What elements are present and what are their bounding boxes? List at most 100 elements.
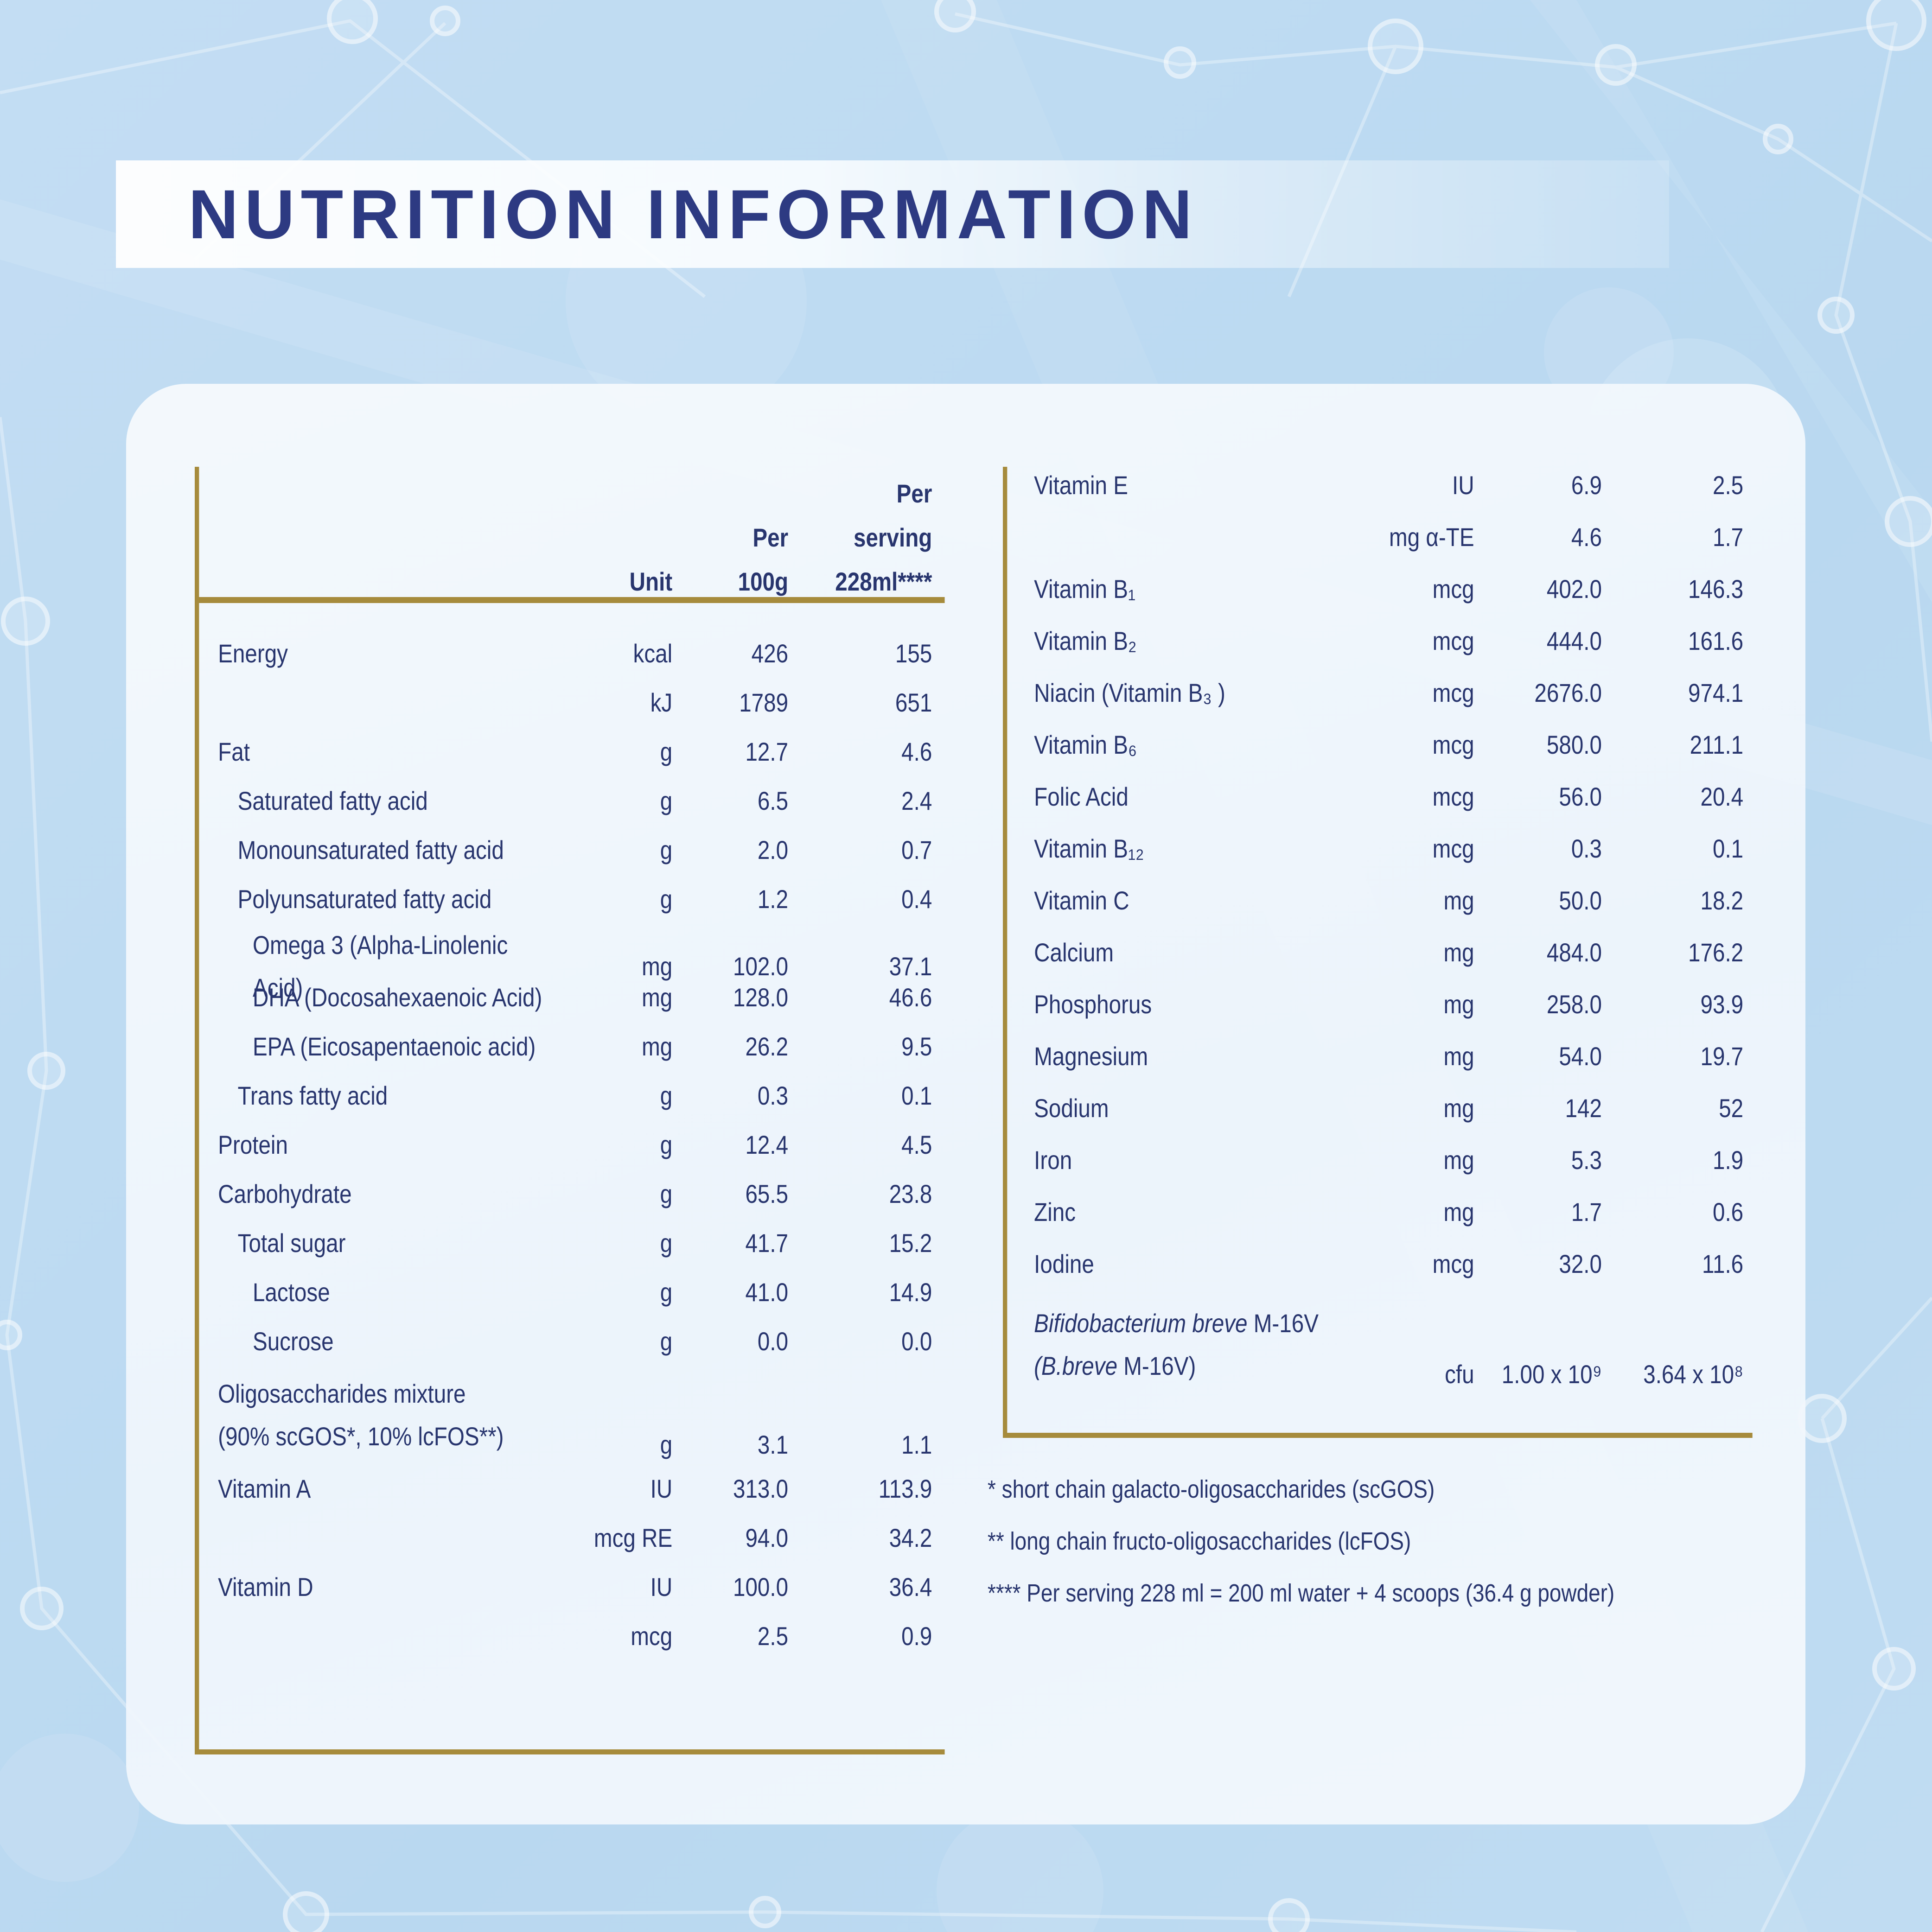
page-title: NUTRITION INFORMATION <box>188 175 1199 253</box>
unit-cell: mg <box>1443 938 1474 967</box>
table-row: mcg RE 94.0 34.2 <box>195 1513 945 1563</box>
table-header: Unit Per 100g Per serving 228ml**** <box>195 471 945 604</box>
table-row: Zinc mg 1.7 0.6 <box>1003 1186 1753 1238</box>
nutrient-label: Fat <box>218 737 250 766</box>
table-row: Protein g 12.4 4.5 <box>195 1120 945 1169</box>
unit-cell: g <box>660 737 673 766</box>
per-serving-cell: 113.9 <box>878 1474 932 1503</box>
nutrient-label: Polyunsaturated fatty acid <box>237 884 492 914</box>
unit-cell: mcg <box>1432 626 1474 655</box>
table-row: Sodium mg 142 52 <box>1003 1082 1753 1134</box>
footnote-lcfos: ** long chain fructo-oligosaccharides (l… <box>988 1527 1411 1555</box>
per-100g-cell: 41.7 <box>745 1228 789 1258</box>
per-100g-cell: 1789 <box>739 688 789 717</box>
per-100g-cell: 26.2 <box>745 1032 789 1061</box>
nutrition-table-left: Unit Per 100g Per serving 228ml**** Ener… <box>195 467 945 1754</box>
unit-cell: mcg <box>1432 730 1474 759</box>
header-unit: Unit <box>629 567 673 596</box>
unit-cell: mcg <box>1432 834 1474 863</box>
right-table-rows: Vitamin E IU 6.9 2.5 mg α-TE 4.6 1.7 Vitamin B₁… <box>1003 459 1753 1394</box>
table-row: Vitamin C mg 50.0 18.2 <box>1003 875 1753 927</box>
nutrient-label: Iodine <box>1034 1249 1094 1278</box>
table-row: Lactose g 41.0 14.9 <box>195 1268 945 1317</box>
nutrient-label: Zinc <box>1034 1197 1076 1227</box>
per-serving-cell: 155 <box>895 639 932 668</box>
per-100g-cell: 4.6 <box>1571 522 1602 552</box>
table-row: DHA (Docosahexaenoic Acid) mg 128.0 46.6 <box>195 973 945 1022</box>
unit-cell: IU <box>1452 470 1474 500</box>
nutrient-label: Vitamin E <box>1034 470 1128 500</box>
per-100g-cell: 102.0 <box>733 952 789 981</box>
per-serving-cell: 18.2 <box>1700 886 1744 915</box>
nutrient-label: Vitamin B₆ <box>1034 730 1137 759</box>
nutrient-label: Total sugar <box>237 1228 346 1258</box>
per-serving-cell: 3.64 x 10⁸ <box>1643 1360 1744 1389</box>
nutrient-label: Omega 3 (Alpha-Linolenic Acid) <box>252 930 508 1002</box>
per-serving-cell: 1.1 <box>901 1430 932 1459</box>
per-serving-cell: 0.7 <box>901 835 932 864</box>
nutrient-label: Vitamin D <box>218 1572 313 1602</box>
footnote-per-serving: **** Per serving 228 ml = 200 ml water +… <box>988 1579 1615 1607</box>
per-serving-cell: 0.1 <box>901 1081 932 1110</box>
per-100g-cell: 2676.0 <box>1534 678 1602 707</box>
per-serving-cell: 23.8 <box>889 1179 932 1208</box>
unit-cell: g <box>660 1130 673 1159</box>
per-serving-cell: 161.6 <box>1688 626 1744 655</box>
table-row: mcg 2.5 0.9 <box>195 1612 945 1661</box>
unit-cell: g <box>660 1430 673 1459</box>
table-border-left-line <box>195 467 199 1754</box>
header-per-serving: Per serving 228ml**** <box>835 479 932 596</box>
per-serving-cell: 0.0 <box>901 1327 932 1356</box>
per-serving-cell: 2.4 <box>901 786 932 815</box>
unit-cell: mg α-TE <box>1389 522 1474 552</box>
nutrient-label: Folic Acid <box>1034 782 1129 811</box>
unit-cell: g <box>660 1081 673 1110</box>
table-row: EPA (Eicosapentaenoic acid) mg 26.2 9.5 <box>195 1022 945 1071</box>
table-row: Vitamin B₆ mcg 580.0 211.1 <box>1003 719 1753 771</box>
per-serving-cell: 1.9 <box>1712 1145 1744 1175</box>
per-100g-cell: 100.0 <box>733 1572 789 1602</box>
per-100g-cell: 142 <box>1565 1093 1602 1123</box>
table-row: kJ 1789 651 <box>195 678 945 727</box>
unit-cell: mg <box>1443 1093 1474 1123</box>
nutrient-label: Vitamin B₁ <box>1034 574 1136 604</box>
table-row: Fat g 12.7 4.6 <box>195 727 945 776</box>
per-serving-cell: 46.6 <box>889 983 932 1012</box>
per-100g-cell: 94.0 <box>745 1523 789 1552</box>
table-row: Calcium mg 484.0 176.2 <box>1003 927 1753 979</box>
nutrient-label: Trans fatty acid <box>237 1081 388 1110</box>
per-serving-cell: 93.9 <box>1700 990 1744 1019</box>
per-100g-cell: 2.5 <box>757 1621 789 1651</box>
per-100g-cell: 54.0 <box>1559 1042 1602 1071</box>
table-row: Sucrose g 0.0 0.0 <box>195 1317 945 1366</box>
table-row: Vitamin A IU 313.0 113.9 <box>195 1464 945 1513</box>
table-row: Vitamin D IU 100.0 36.4 <box>195 1563 945 1612</box>
nutrient-label: Lactose <box>252 1277 330 1307</box>
per-100g-cell: 12.4 <box>745 1130 789 1159</box>
table-row: Vitamin B₁₂ mcg 0.3 0.1 <box>1003 823 1753 875</box>
per-serving-cell: 34.2 <box>889 1523 932 1552</box>
unit-cell: mcg <box>1432 782 1474 811</box>
nutrient-label: Niacin (Vitamin B₃ ) <box>1034 678 1225 707</box>
per-serving-cell: 4.6 <box>901 737 932 766</box>
unit-cell: kJ <box>650 688 673 717</box>
per-serving-cell: 15.2 <box>889 1228 932 1258</box>
per-100g-cell: 0.3 <box>757 1081 789 1110</box>
unit-cell: mcg <box>1432 574 1474 604</box>
table-row: Vitamin B₂ mcg 444.0 161.6 <box>1003 615 1753 667</box>
nutrition-table-right: Vitamin E IU 6.9 2.5 mg α-TE 4.6 1.7 Vitamin B₁… <box>1003 467 1753 1438</box>
table-row: Total sugar g 41.7 15.2 <box>195 1219 945 1268</box>
unit-cell: IU <box>650 1474 673 1503</box>
unit-cell: mg <box>642 952 673 981</box>
table-row: Magnesium mg 54.0 19.7 <box>1003 1030 1753 1082</box>
nutrient-label: EPA (Eicosapentaenoic acid) <box>252 1032 536 1061</box>
nutrient-label: Phosphorus <box>1034 990 1152 1019</box>
nutrient-label: Oligosaccharides mixture (90% scGOS*, 10%… <box>218 1379 504 1451</box>
per-100g-cell: 1.2 <box>757 884 789 914</box>
table-row: Trans fatty acid g 0.3 0.1 <box>195 1071 945 1120</box>
unit-cell: mg <box>1443 1145 1474 1175</box>
per-100g-cell: 12.7 <box>745 737 789 766</box>
table-row: Vitamin B₁ mcg 402.0 146.3 <box>1003 563 1753 615</box>
per-serving-cell: 37.1 <box>889 952 932 981</box>
